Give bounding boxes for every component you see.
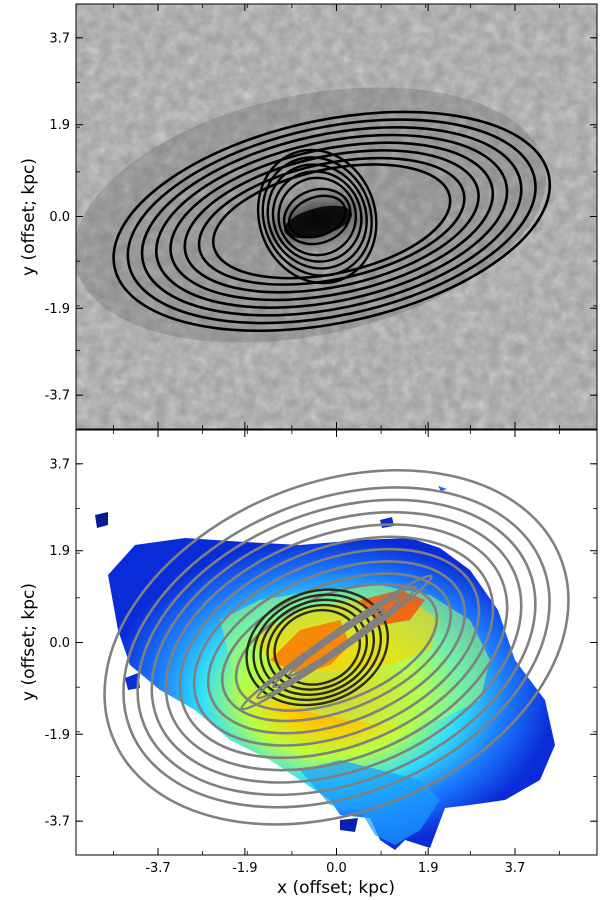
top-inner-contour-6 xyxy=(288,194,347,239)
top-inner-contour-4 xyxy=(277,176,358,257)
bottom-outer-contour-3 xyxy=(150,510,523,784)
bottom-ytick-label-4: -3.7 xyxy=(45,815,70,830)
top-outer-contour-0 xyxy=(112,110,552,333)
bottom-y-axis-label: y (offset; kpc) xyxy=(19,583,39,701)
bottom-xtick-label-3: 1.9 xyxy=(418,861,439,876)
bottom-ytick-label-0: 3.7 xyxy=(49,457,70,472)
top-ytick-label-2: 0.0 xyxy=(49,210,70,225)
top-ytick-label-4: -3.7 xyxy=(45,389,70,404)
bottom-xtick-label-4: 3.7 xyxy=(505,861,526,876)
bottom-inner-contour-0 xyxy=(245,588,390,707)
bottom-xtick-label-1: -1.9 xyxy=(232,861,257,876)
bottom-bar-contour-3 xyxy=(287,607,386,678)
bottom-outer-contour-6 xyxy=(192,547,481,747)
bottom-ytick-label-2: 0.0 xyxy=(49,636,70,651)
top-inner-contour-0 xyxy=(256,148,378,285)
bottom-x-axis-label: x (offset; kpc) xyxy=(277,878,395,898)
top-outer-contour-2 xyxy=(140,126,523,317)
top-ytick-label-1: 1.9 xyxy=(49,118,70,133)
top-inner-contour-3 xyxy=(271,170,363,263)
bottom-ytick-label-3: -1.9 xyxy=(45,728,70,743)
bottom-outer-contour-7 xyxy=(206,560,467,735)
bottom-contours xyxy=(103,468,570,826)
top-ticks: 3.7 1.9 0.0 -1.9 -3.7 xyxy=(45,4,597,429)
top-ytick-label-0: 3.7 xyxy=(49,31,70,46)
bottom-outer-contour-0 xyxy=(103,468,570,826)
bottom-outer-contour-9 xyxy=(234,582,439,712)
top-background-map xyxy=(76,4,597,429)
top-ytick-label-3: -1.9 xyxy=(45,302,70,317)
bottom-panel: 3.7 1.9 0.0 -1.9 -3.7 -3.7 -1.9 0.0 1.9 3.7 y (of… xyxy=(19,429,598,898)
bottom-outer-contour-4 xyxy=(164,523,509,772)
bottom-xtick-label-2: 0.0 xyxy=(326,861,347,876)
bottom-ticks: 3.7 1.9 0.0 -1.9 -3.7 -3.7 -1.9 0.0 1.9 3.7 xyxy=(45,430,597,876)
top-outer-contour-3 xyxy=(155,133,509,309)
bottom-bar-contour-2 xyxy=(271,596,402,689)
bottom-outer-contour-5 xyxy=(178,535,495,760)
bottom-background-map xyxy=(76,430,597,855)
top-panel: 3.7 1.9 0.0 -1.9 -3.7 y (offset; kpc) xyxy=(19,3,598,430)
bottom-xtick-label-0: -3.7 xyxy=(145,861,170,876)
bottom-ytick-label-1: 1.9 xyxy=(49,544,70,559)
top-inner-contour-2 xyxy=(266,163,368,270)
bottom-bar-contour-0 xyxy=(240,574,433,711)
top-contours xyxy=(112,110,552,333)
top-inner-contour-1 xyxy=(261,156,373,277)
top-outer-contour-1 xyxy=(126,118,537,325)
top-y-axis-label: y (offset; kpc) xyxy=(19,158,39,276)
bottom-outer-contour-1 xyxy=(122,486,551,809)
bottom-outer-contour-2 xyxy=(136,498,537,797)
bottom-bar-contour-1 xyxy=(256,585,417,700)
top-inner-contour-5 xyxy=(282,187,352,246)
bottom-outer-contour-8 xyxy=(220,572,453,723)
